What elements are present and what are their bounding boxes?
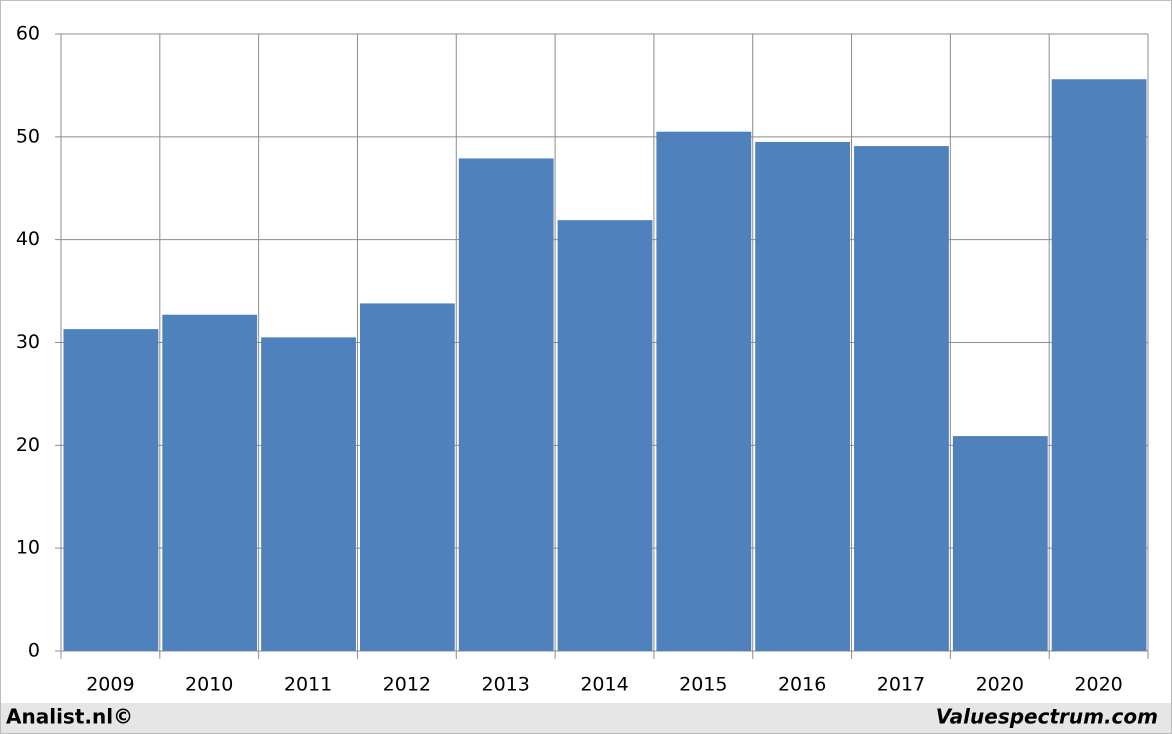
x-tick-label: 2015 — [679, 674, 727, 696]
x-tick-label: 2017 — [877, 674, 925, 696]
y-tick-label: 0 — [28, 640, 40, 662]
x-tick-label: 2010 — [185, 674, 233, 696]
x-tick-label: 2020 — [1074, 674, 1122, 696]
footer-right: Valuespectrum.com — [936, 705, 1158, 729]
x-tick-label: 2009 — [86, 674, 134, 696]
bar — [755, 141, 851, 651]
bar — [952, 436, 1048, 651]
bar — [458, 158, 554, 651]
y-tick-label: 10 — [16, 537, 40, 559]
bar — [63, 329, 159, 651]
bar — [854, 146, 949, 652]
bar — [359, 303, 455, 651]
bar — [261, 337, 356, 651]
x-tick-label: 2013 — [482, 674, 530, 696]
y-tick-label: 50 — [16, 125, 40, 147]
x-tick-label: 2012 — [383, 674, 431, 696]
footer-bar — [1, 703, 1171, 733]
footer-left: Analist.nl© — [6, 705, 133, 729]
y-tick-label: 60 — [16, 23, 40, 45]
y-tick-label: 30 — [16, 331, 40, 353]
y-tick-label: 20 — [16, 434, 40, 456]
x-tick-label: 2014 — [580, 674, 628, 696]
x-tick-label: 2020 — [976, 674, 1024, 696]
y-tick-label: 40 — [16, 228, 40, 250]
bar — [656, 131, 752, 652]
bar — [1051, 79, 1147, 652]
bar — [557, 220, 653, 651]
x-tick-label: 2011 — [284, 674, 332, 696]
x-tick-label: 2016 — [778, 674, 826, 696]
bar — [162, 314, 258, 651]
